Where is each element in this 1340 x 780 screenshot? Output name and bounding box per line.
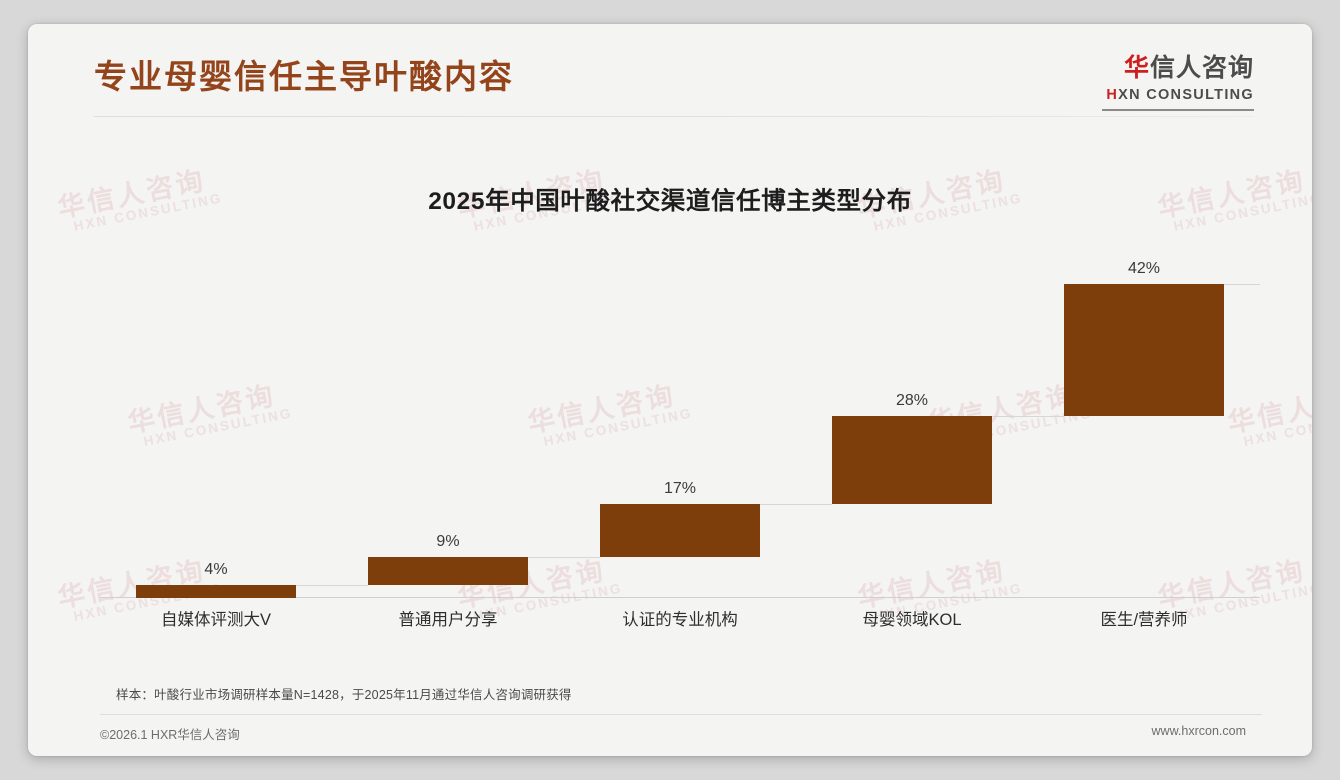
logo-cn-red: 华 [1123,54,1150,82]
x-axis-baseline [100,597,1260,598]
logo-underline [1102,108,1254,111]
bar-2[interactable] [367,557,529,586]
waterfall-connector-stub-4 [1224,284,1260,286]
company-logo: 华信人咨询 HXN CONSULTING [1102,56,1254,111]
bar-value-label-5: 42% [1127,260,1160,278]
bar-value-label-2: 9% [436,533,460,551]
logo-chinese-text: 华信人咨询 [1102,56,1254,81]
slide-card: 华信人咨询 HXN CONSULTING 华信人咨询 HXN CONSULTING 华信… [28,24,1312,756]
bar-value-label-4: 28% [895,392,928,410]
category-label-5: 医生/营养师 [1100,611,1188,629]
waterfall-connector-4 [992,416,1064,418]
source-footnote: 样本：叶酸行业市场调研样本量N=1428，于2025年11月通过华信人咨询调研获… [116,688,572,702]
bar-1[interactable] [135,585,297,598]
logo-en-red: H [1106,87,1119,103]
chart-block: 2025年中国叶酸社交渠道信任博主类型分布 4% 9% 17% 28% 42% 自媒体评… [28,120,1312,680]
bar-3[interactable] [599,503,761,558]
header-divider [94,116,1254,117]
footnote-divider [100,714,1262,715]
x-axis-category-labels: 自媒体评测大V 普通用户分享 认证的专业机构 母婴领域KOL 医生/营养师 [100,606,1260,636]
chart-title: 2025年中国叶酸社交渠道信任博主类型分布 [428,188,912,215]
bar-value-label-1: 4% [204,561,228,579]
bar-4[interactable] [831,416,993,504]
footer-website[interactable]: www.hxrcon.com [1151,724,1246,738]
slide-header: 专业母婴信任主导叶酸内容 华信人咨询 HXN CONSULTING [28,24,1312,120]
category-label-2: 普通用户分享 [398,611,498,629]
footer-copyright: ©2026.1 HXR华信人咨询 [100,728,240,742]
waterfall-connector-1 [296,585,368,587]
bar-5[interactable] [1063,284,1225,417]
category-label-3: 认证的专业机构 [622,611,738,629]
chart-plot-area: 4% 9% 17% 28% 42% [100,228,1260,598]
category-label-1: 自媒体评测大V [160,611,271,629]
logo-en-gray: XN CONSULTING [1118,87,1254,103]
slide-footer: ©2026.1 HXR华信人咨询 www.hxrcon.com [28,714,1312,756]
bar-value-label-3: 17% [663,479,696,497]
waterfall-connector-3 [760,503,832,505]
logo-english-text: HXN CONSULTING [1102,88,1254,103]
waterfall-connector-2 [528,557,600,559]
category-label-4: 母婴领域KOL [862,611,962,629]
page-title: 专业母婴信任主导叶酸内容 [94,58,514,95]
logo-cn-gray: 信人咨询 [1149,54,1254,82]
